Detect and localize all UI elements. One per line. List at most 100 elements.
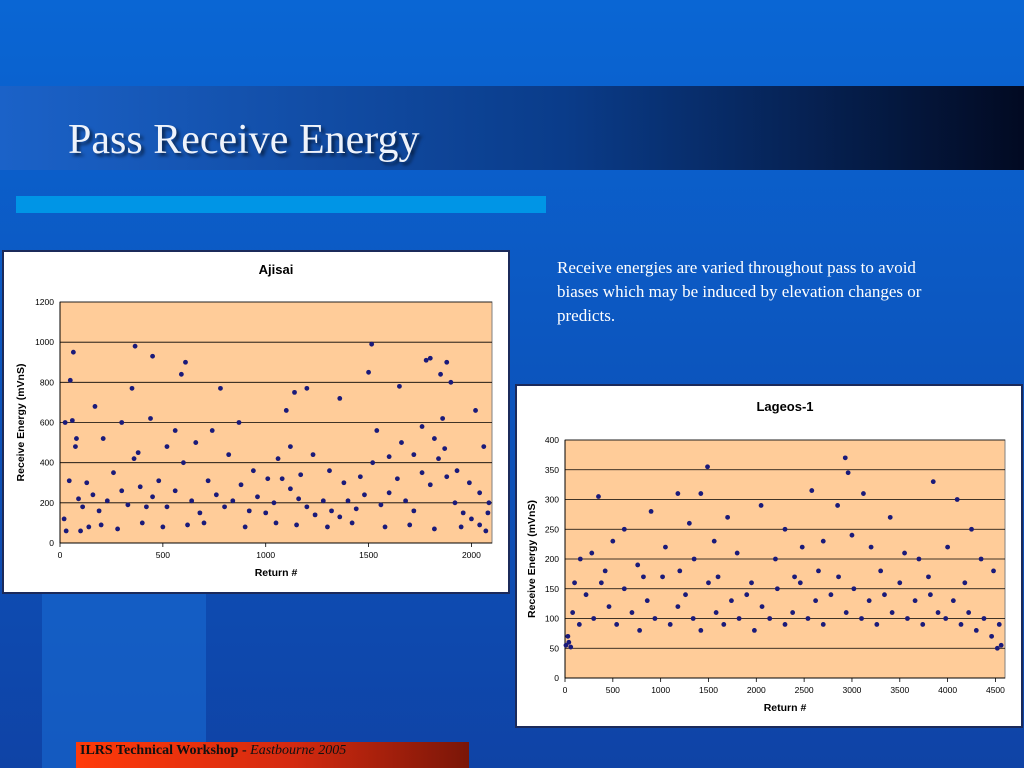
lageos1-point	[713, 610, 719, 615]
lageos1-point	[843, 610, 849, 615]
lageos1-point	[577, 556, 583, 562]
lageos1-point	[677, 568, 683, 574]
lageos1-point	[566, 639, 572, 645]
ajisai-point	[382, 524, 388, 530]
ajisai-point	[337, 514, 343, 520]
lageos1-point	[878, 568, 884, 574]
lageos1-point	[874, 622, 880, 627]
lageos1-point	[912, 598, 918, 604]
lageos1-point	[797, 580, 803, 586]
lageos1-point	[813, 598, 819, 604]
lageos1-y-axis-label: Receive Energy (mVnS)	[526, 500, 538, 618]
ajisai-point	[288, 444, 293, 449]
ajisai-point	[337, 396, 343, 401]
ajisai-point	[442, 446, 448, 452]
lageos1-point	[621, 586, 627, 592]
lageos1-point	[842, 455, 848, 461]
ajisai-point	[62, 420, 68, 425]
ajisai-point	[119, 488, 125, 494]
ajisai-point	[185, 522, 190, 528]
lageos1-y-tick-label: 0	[554, 673, 559, 683]
lageos1-y-tick-label: 350	[545, 465, 559, 475]
lageos1-point	[749, 580, 754, 586]
lageos1-point	[991, 568, 996, 574]
ajisai-point	[275, 456, 281, 462]
ajisai-point	[460, 510, 466, 516]
ajisai-point	[403, 498, 408, 504]
lageos1-point	[675, 604, 681, 609]
ajisai-point	[63, 528, 69, 534]
lageos1-point	[759, 604, 765, 609]
lageos1-point	[751, 628, 757, 633]
lageos1-point	[565, 633, 571, 639]
ajisai-point	[481, 444, 487, 449]
ajisai-point	[189, 498, 195, 504]
ajisai-y-tick-label: 200	[40, 498, 54, 508]
ajisai-point	[111, 470, 116, 476]
lageos1-point	[734, 550, 740, 556]
left-stripe	[42, 590, 206, 768]
lageos1-point	[691, 556, 697, 562]
lageos1-point	[943, 616, 949, 621]
lageos1-point	[736, 616, 742, 621]
ajisai-point	[98, 522, 104, 528]
ajisai-x-tick-label: 1500	[359, 550, 378, 560]
lageos1-point	[958, 622, 964, 627]
lageos1-point	[715, 574, 721, 580]
ajisai-x-axis-label: Return #	[255, 567, 298, 579]
lageos1-point	[660, 574, 665, 580]
ajisai-point	[438, 371, 443, 377]
lageos1-point	[889, 610, 895, 615]
ajisai-y-axis-label: Receive Energy (mVnS)	[15, 364, 27, 482]
ajisai-point	[312, 512, 318, 518]
lageos1-point	[887, 514, 893, 520]
lageos1-point	[706, 580, 711, 586]
lageos1-point	[698, 491, 704, 496]
lageos1-point	[705, 464, 710, 470]
ajisai-point	[320, 498, 326, 504]
lageos1-point	[583, 592, 589, 598]
lageos1-point	[998, 642, 1004, 648]
ajisai-point	[69, 418, 75, 423]
ajisai-point	[294, 522, 299, 528]
ajisai-point	[150, 494, 155, 500]
ajisai-point	[369, 341, 375, 347]
ajisai-point	[304, 504, 310, 510]
ajisai-point	[61, 516, 67, 522]
lageos1-point	[969, 526, 974, 532]
lageos1-x-tick-label: 500	[606, 685, 620, 695]
ajisai-point	[96, 508, 102, 514]
lageos1-point	[667, 622, 673, 627]
ajisai-point	[132, 343, 138, 349]
ajisai-point	[386, 454, 392, 460]
ajisai-point	[193, 440, 199, 445]
lageos1-point	[596, 494, 601, 499]
ajisai-point	[341, 480, 347, 486]
lageos1-point	[698, 628, 704, 633]
lageos1-point	[606, 604, 612, 609]
lageos1-x-tick-label: 0	[563, 685, 568, 695]
ajisai-point	[483, 528, 489, 534]
lageos1-point	[989, 633, 995, 639]
title-band	[0, 86, 1024, 170]
lageos1-point	[849, 532, 855, 538]
ajisai-point	[226, 452, 232, 458]
lageos1-point	[920, 622, 926, 627]
ajisai-point	[104, 498, 110, 504]
lageos1-point	[644, 598, 650, 604]
lageos1-point	[805, 616, 811, 621]
ajisai-point	[125, 502, 131, 508]
ajisai-point	[156, 478, 162, 484]
lageos1-point	[930, 479, 936, 485]
lageos1-point	[994, 645, 1000, 651]
ajisai-point	[419, 424, 425, 429]
lageos1-point	[851, 586, 857, 592]
ajisai-point	[473, 408, 478, 413]
ajisai-point	[432, 526, 437, 532]
ajisai-point	[178, 371, 184, 377]
ajisai-point	[131, 456, 137, 462]
ajisai-point	[469, 516, 474, 522]
body-text: Receive energies are varied throughout p…	[557, 258, 922, 325]
ajisai-point	[349, 520, 355, 526]
